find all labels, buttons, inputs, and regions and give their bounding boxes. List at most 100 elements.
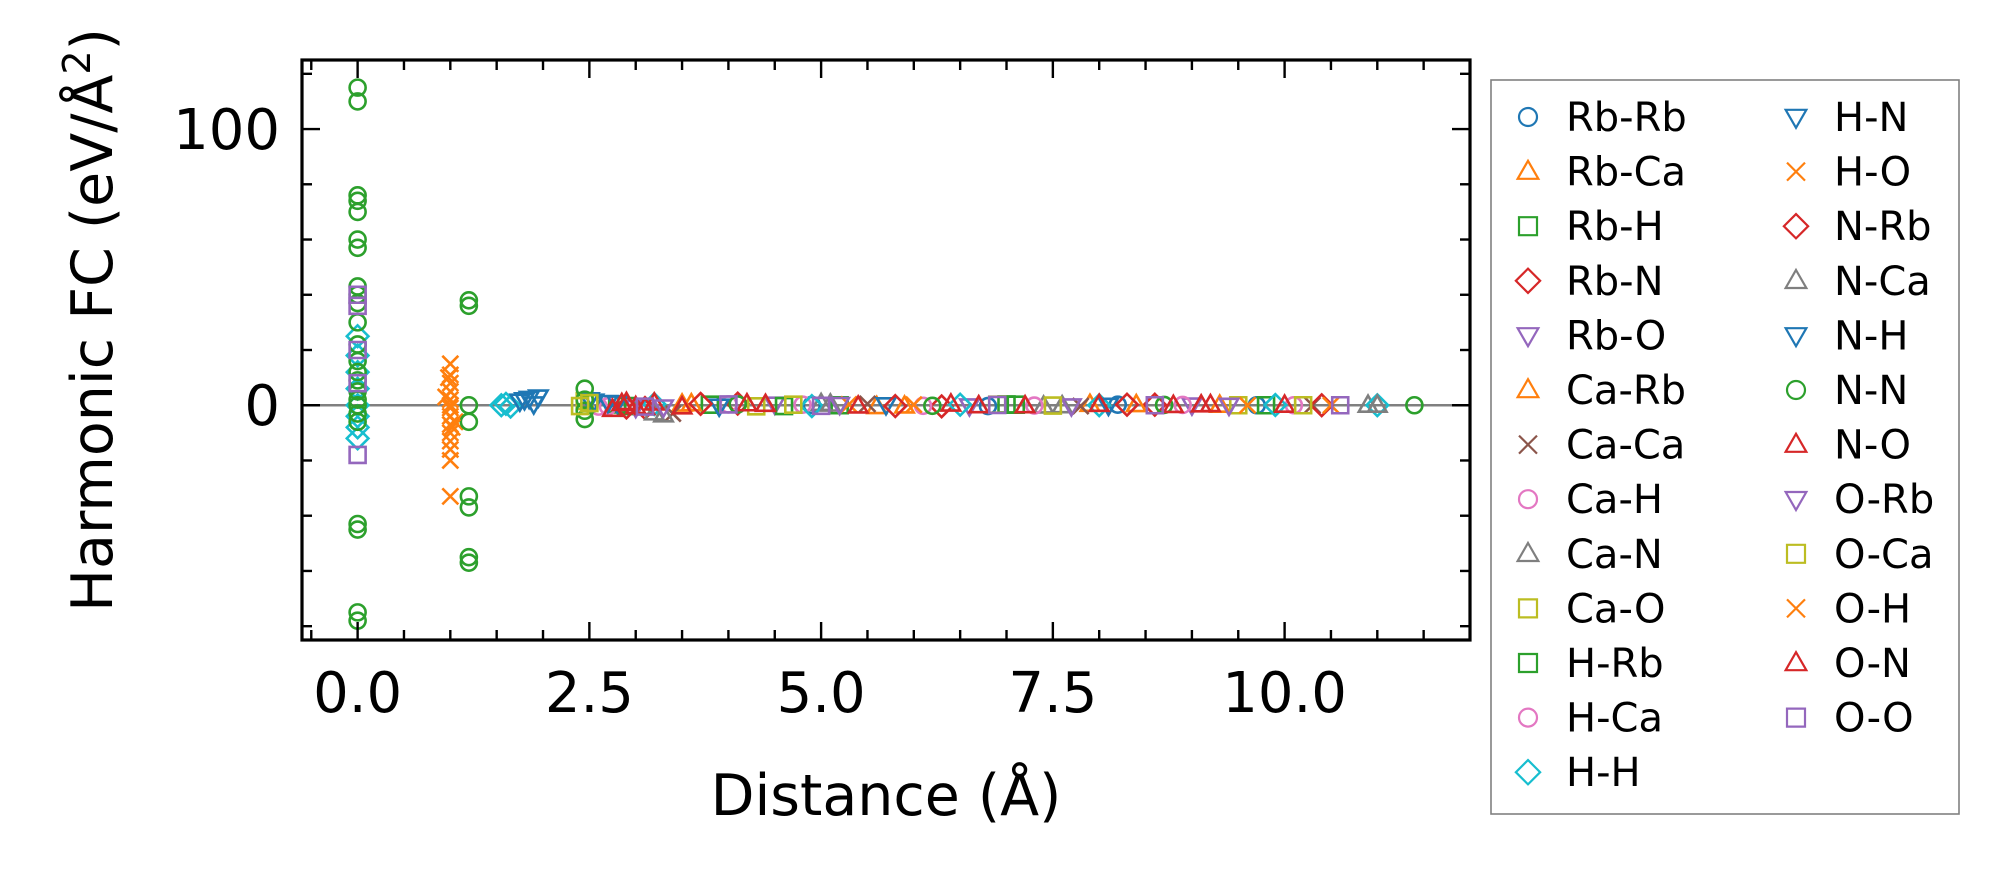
data-point-n-h (605, 395, 629, 416)
data-point-o-rb (828, 396, 852, 417)
legend-item-rb-rb: Rb-Rb (1517, 95, 1687, 141)
y-tick-label: 0 (244, 374, 280, 439)
legend-marker-n-o (1783, 431, 1809, 453)
legend-item-ca-n: Ca-N (1515, 532, 1663, 578)
y-axis-label-close: ) (60, 28, 126, 50)
series-h-h (344, 323, 1390, 452)
data-point-n-n (459, 412, 479, 432)
data-point-h-h (947, 392, 973, 418)
data-point-rb-n (928, 393, 955, 419)
legend-item-o-o: O-O (1785, 696, 1914, 742)
y-tick-label: 100 (173, 98, 280, 163)
legend-item-n-n: N-N (1785, 368, 1908, 414)
data-point-h-o (441, 487, 460, 506)
series-h-o (436, 354, 1257, 506)
legend-item-h-n: H-N (1783, 95, 1908, 141)
data-point-n-n (348, 514, 367, 534)
legend-item-ca-rb: Ca-Rb (1515, 368, 1686, 414)
data-point-h-n (513, 392, 536, 412)
legend-item-ca-h: Ca-H (1517, 477, 1663, 523)
data-point-n-n (575, 390, 595, 410)
data-point-n-h (508, 393, 532, 414)
legend-marker-n-h (1783, 327, 1809, 349)
data-point-o-rb (1217, 397, 1241, 418)
data-point-h-o (1238, 396, 1257, 415)
legend-label: Ca-H (1566, 477, 1663, 523)
data-point-n-n (923, 396, 942, 416)
legend-label: Rb-Rb (1566, 95, 1687, 141)
legend-item-rb-h: Rb-H (1517, 204, 1664, 250)
legend-marker-h-n (1783, 108, 1809, 131)
data-point-o-ca (580, 393, 599, 413)
legend-marker-o-ca (1785, 543, 1807, 564)
legend-label: Ca-O (1566, 586, 1665, 632)
legend-item-rb-o: Rb-O (1515, 313, 1666, 359)
legend-label: Ca-Ca (1566, 423, 1685, 469)
legend-marker-o-rb (1783, 490, 1809, 513)
data-point-h-n (874, 396, 898, 417)
legend-item-h-ca: H-Ca (1517, 696, 1663, 742)
legend-item-n-h: N-H (1783, 313, 1908, 359)
data-point-n-n (459, 296, 479, 316)
legend-label: H-H (1566, 750, 1641, 796)
data-point-n-n (459, 290, 479, 310)
data-point-n-n (459, 547, 479, 567)
legend-item-ca-o: Ca-O (1517, 586, 1665, 632)
legend-marker-o-n (1783, 649, 1809, 672)
legend-label: N-H (1834, 313, 1908, 359)
data-point-o-ca (1293, 395, 1313, 415)
data-point-n-o (735, 391, 759, 412)
legend-label: Ca-Rb (1566, 368, 1686, 414)
data-point-n-ca (1365, 393, 1389, 413)
legend-marker-h-rb (1517, 652, 1539, 674)
data-point-o-o (635, 397, 655, 416)
data-point-n-o (1161, 393, 1185, 414)
data-point-h-h (488, 392, 514, 418)
legend-label: Rb-O (1566, 313, 1666, 359)
data-point-n-n (348, 78, 367, 97)
series-n-n (348, 78, 1424, 630)
legend-label: Rb-Ca (1566, 150, 1686, 196)
x-tick-label: 5.0 (777, 661, 866, 726)
data-point-h-h (1086, 392, 1112, 418)
data-point-n-n (459, 553, 479, 572)
data-point-n-n (459, 498, 479, 517)
data-point-n-n (348, 202, 367, 222)
legend-label: N-Ca (1834, 259, 1931, 305)
series-o-o (348, 285, 1350, 465)
data-point-n-n (348, 313, 367, 332)
legend-marker-ca-rb (1515, 376, 1541, 399)
plot-frame (300, 58, 1472, 642)
legend-marker-n-rb (1782, 212, 1810, 240)
data-point-n-n (348, 351, 367, 371)
data-point-rb-o (1180, 397, 1204, 418)
legend-marker-n-n (1785, 379, 1807, 401)
data-point-h-o (436, 388, 455, 406)
data-point-o-o (811, 396, 831, 416)
data-point-h-h (344, 323, 371, 349)
series-ca-rb (679, 391, 1148, 414)
data-point-n-n (348, 603, 367, 622)
data-point-h-n (1097, 397, 1120, 418)
legend-item-n-o: N-O (1783, 423, 1911, 469)
x-tick-label: 0.0 (313, 661, 402, 726)
data-point-o-o (348, 373, 367, 393)
data-point-h-h (1364, 392, 1390, 418)
data-point-o-o (1330, 395, 1350, 415)
data-point-n-n (575, 379, 595, 398)
data-point-n-n (348, 520, 367, 539)
legend-label: H-O (1834, 150, 1911, 196)
data-point-n-n (348, 412, 367, 432)
data-point-h-o (446, 412, 464, 431)
legend-item-o-ca: O-Ca (1785, 532, 1933, 578)
data-point-h-h (799, 393, 825, 419)
data-point-h-rb (774, 396, 794, 416)
tick-marks (302, 60, 1472, 640)
data-point-h-h (497, 393, 524, 420)
data-point-o-n (610, 391, 634, 412)
legend-item-n-rb: N-Rb (1782, 204, 1932, 250)
data-point-o-n (967, 393, 991, 414)
data-point-o-o (719, 395, 738, 414)
legend-marker-rb-rb (1517, 106, 1539, 128)
